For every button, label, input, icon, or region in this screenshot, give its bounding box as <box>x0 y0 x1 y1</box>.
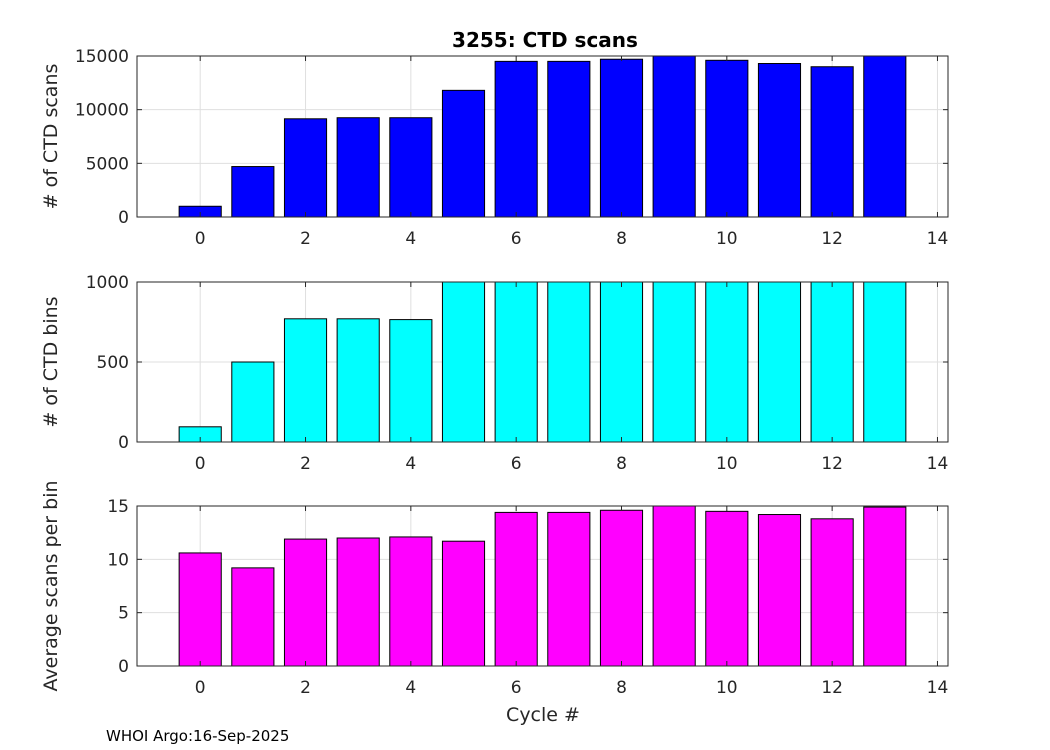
bar-bins-cycle-3 <box>336 318 380 443</box>
bar-scans-cycle-2 <box>283 118 328 218</box>
bar-scans-cycle-5 <box>441 89 486 218</box>
x-tick-label: 12 <box>821 678 843 698</box>
x-tick-label: 4 <box>405 678 416 698</box>
bar-scans-cycle-10 <box>705 59 749 218</box>
x-tick-label: 8 <box>616 678 627 698</box>
bar-bins-cycle-1 <box>231 361 275 443</box>
y-tick-label: 5000 <box>86 154 129 174</box>
x-tick-label: 8 <box>616 454 627 474</box>
x-tick-label: 12 <box>821 454 843 474</box>
bar-ratio-cycle-2 <box>283 538 328 667</box>
panel-ratio: 0 2 4 6 8 10 12 14 0 5 10 15 Average scans per bin <box>40 480 949 698</box>
x-tick-label: 0 <box>195 454 206 474</box>
chart-title: 3255: CTD scans <box>452 28 638 52</box>
y-tick-label: 10000 <box>75 101 129 121</box>
bar-scans-cycle-1 <box>231 166 275 218</box>
x-tick-label: 10 <box>716 678 738 698</box>
bar-bins-cycle-11 <box>757 281 802 443</box>
x-tick-label: 4 <box>405 454 416 474</box>
bar-scans-cycle-3 <box>336 117 380 218</box>
panel-scans: 0 2 4 6 8 10 12 14 0 5000 10000 15000 # of CTD scans <box>40 47 949 249</box>
x-tick-label: 12 <box>821 229 843 249</box>
bar-bins-cycle-8 <box>599 281 644 443</box>
x-tick-label: 6 <box>511 454 522 474</box>
y-tick-label: 1000 <box>86 273 129 293</box>
y-tick-label: 0 <box>118 657 129 677</box>
bar-ratio-cycle-10 <box>705 510 749 667</box>
x-tick-label: 6 <box>511 678 522 698</box>
x-tick-label: 14 <box>927 454 949 474</box>
y-tick-label: 5 <box>118 604 129 624</box>
x-axis-label: Cycle # <box>506 704 580 726</box>
bar-ratio-cycle-12 <box>810 518 854 667</box>
x-tick-label: 10 <box>716 229 738 249</box>
x-tick-label: 2 <box>300 678 311 698</box>
bar-bins-cycle-5 <box>441 281 486 443</box>
bar-ratio-cycle-4 <box>389 536 433 667</box>
bar-scans-cycle-13 <box>863 55 907 218</box>
y-tick-label: 0 <box>118 433 129 453</box>
bar-ratio-cycle-6 <box>494 511 538 667</box>
bar-ratio-cycle-5 <box>441 540 486 667</box>
bar-bins-cycle-10 <box>705 281 749 443</box>
bar-bins-cycle-2 <box>283 318 328 443</box>
y-tick-label: 10 <box>107 550 129 570</box>
y-tick-label: 15000 <box>75 47 129 67</box>
bar-scans-cycle-11 <box>757 63 802 218</box>
bar-bins-cycle-9 <box>652 281 696 443</box>
bar-ratio-cycle-0 <box>178 552 222 667</box>
y-tick-label: 15 <box>107 497 129 517</box>
bar-scans-cycle-7 <box>547 60 591 218</box>
bar-ratio-cycle-13 <box>863 506 907 667</box>
x-tick-label: 6 <box>511 229 522 249</box>
bar-ratio-cycle-8 <box>599 509 644 667</box>
x-tick-label: 2 <box>300 454 311 474</box>
panel-bins: 0 2 4 6 8 10 12 14 0 500 1000 # of CTD bins <box>40 273 949 474</box>
x-tick-label: 14 <box>927 229 949 249</box>
axes-box <box>136 505 949 667</box>
footer-credit: WHOI Argo:16-Sep-2025 <box>106 727 289 745</box>
x-tick-label: 8 <box>616 229 627 249</box>
x-tick-label: 0 <box>195 678 206 698</box>
bar-scans-cycle-9 <box>652 55 696 218</box>
x-tick-label: 2 <box>300 229 311 249</box>
y-tick-label: 500 <box>97 353 129 373</box>
bar-ratio-cycle-3 <box>336 537 380 667</box>
x-tick-label: 14 <box>927 678 949 698</box>
y-axis-label: # of CTD scans <box>40 64 62 210</box>
x-tick-label: 4 <box>405 229 416 249</box>
bar-bins-cycle-13 <box>863 281 907 443</box>
bar-ratio-cycle-1 <box>231 567 275 667</box>
bar-bins-cycle-4 <box>389 319 433 443</box>
bar-scans-cycle-4 <box>389 117 433 218</box>
x-tick-label: 10 <box>716 454 738 474</box>
y-tick-label: 0 <box>118 208 129 228</box>
bar-ratio-cycle-11 <box>757 514 802 667</box>
bar-scans-cycle-8 <box>599 58 644 218</box>
bar-scans-cycle-6 <box>494 60 538 218</box>
bar-ratio-cycle-7 <box>547 511 591 667</box>
bar-scans-cycle-12 <box>810 66 854 218</box>
bar-bins-cycle-12 <box>810 281 854 443</box>
bar-bins-cycle-6 <box>494 281 538 443</box>
y-axis-label: # of CTD bins <box>40 296 62 427</box>
axes-box <box>136 55 949 218</box>
bar-bins-cycle-7 <box>547 281 591 443</box>
x-tick-label: 0 <box>195 229 206 249</box>
bar-ratio-cycle-9 <box>652 505 696 667</box>
y-axis-label: Average scans per bin <box>40 480 62 691</box>
